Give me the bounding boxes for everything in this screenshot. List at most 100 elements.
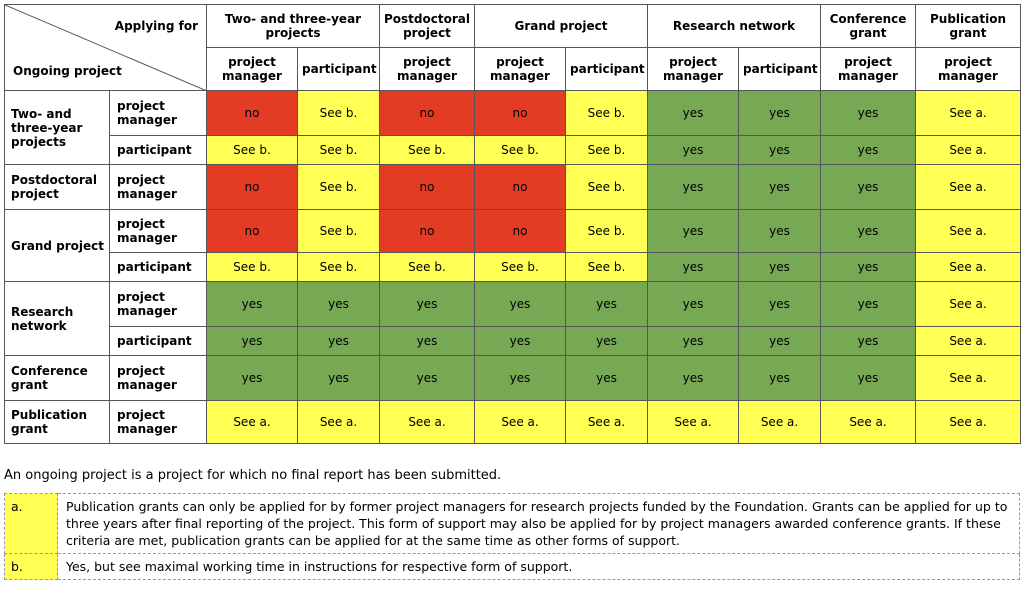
col-role-header: participant [297, 47, 380, 91]
col-role-header: participant [565, 47, 648, 91]
eligibility-cell: no [206, 90, 298, 136]
matrix-corner-cell: Applying for Ongoing project [4, 4, 207, 91]
eligibility-cell: yes [738, 355, 821, 401]
col-group-publication-grant: Publication grant [915, 4, 1021, 48]
eligibility-cell: yes [647, 90, 739, 136]
table-row: participant See b. See b. See b. See b. See b… [5, 135, 1021, 165]
row-role-label: participant [109, 135, 207, 165]
eligibility-cell: See a. [474, 400, 566, 444]
eligibility-cell: See a. [915, 209, 1021, 253]
eligibility-cell: See a. [206, 400, 298, 444]
col-role-header: project manager [379, 47, 475, 91]
footnotes-table: a. Publication grants can only be applie… [4, 493, 1020, 580]
eligibility-cell: yes [738, 135, 821, 165]
eligibility-cell: See b. [206, 252, 298, 282]
col-role-header: participant [738, 47, 821, 91]
eligibility-cell: See b. [297, 90, 380, 136]
col-group-research-network: Research network [647, 4, 821, 48]
eligibility-cell: yes [206, 355, 298, 401]
eligibility-cell: yes [820, 355, 916, 401]
eligibility-cell: See a. [915, 164, 1021, 210]
eligibility-cell: yes [297, 355, 380, 401]
row-role-label: project manager [109, 90, 207, 136]
eligibility-cell: no [474, 164, 566, 210]
eligibility-cell: yes [647, 281, 739, 327]
eligibility-cell: no [379, 90, 475, 136]
eligibility-cell: See a. [738, 400, 821, 444]
row-group-label: Postdoctoral project [4, 164, 110, 210]
ongoing-project-label: Ongoing project [13, 64, 122, 78]
eligibility-cell: yes [474, 326, 566, 356]
eligibility-cell: See b. [379, 252, 475, 282]
row-role-label: project manager [109, 164, 207, 210]
col-group-conference-grant: Conference grant [820, 4, 916, 48]
applying-for-label: Applying for [114, 19, 198, 33]
row-group-label: Conference grant [4, 355, 110, 401]
eligibility-cell: yes [738, 209, 821, 253]
eligibility-cell: See a. [915, 326, 1021, 356]
eligibility-cell: yes [297, 281, 380, 327]
table-row: Publication grant project manager See a. Se… [4, 400, 1021, 444]
eligibility-cell: yes [379, 355, 475, 401]
eligibility-cell: no [206, 209, 298, 253]
col-group-grand-project: Grand project [474, 4, 648, 48]
eligibility-cell: no [379, 209, 475, 253]
col-role-header: project manager [820, 47, 916, 91]
eligibility-cell: See b. [297, 252, 380, 282]
table-row: participant yes yes yes yes yes yes yes yes See a… [5, 326, 1021, 356]
eligibility-cell: yes [738, 164, 821, 210]
eligibility-matrix: Applying for Ongoing project Two- and th… [4, 4, 1021, 444]
eligibility-cell: yes [647, 326, 739, 356]
ongoing-project-definition: An ongoing project is a project for whic… [4, 468, 502, 483]
row-group-label: Grand project [4, 209, 110, 282]
col-role-header: project manager [474, 47, 566, 91]
eligibility-cell: See b. [297, 135, 380, 165]
eligibility-cell: no [474, 90, 566, 136]
row-group-label: Research network [4, 281, 110, 356]
col-role-header: project manager [206, 47, 298, 91]
table-row: Research network project manager yes yes yes… [4, 281, 1021, 356]
eligibility-cell: yes [820, 281, 916, 327]
eligibility-cell: yes [820, 326, 916, 356]
eligibility-cell: See b. [379, 135, 475, 165]
col-group-two-three-year: Two- and three-year projects [206, 4, 380, 48]
eligibility-cell: See b. [565, 252, 648, 282]
eligibility-cell: yes [820, 209, 916, 253]
col-role-header: project manager [915, 47, 1021, 91]
eligibility-cell: See a. [647, 400, 739, 444]
eligibility-cell: See b. [474, 252, 566, 282]
eligibility-cell: See b. [297, 209, 380, 253]
row-role-label: project manager [109, 281, 207, 327]
footnote-key: a. [4, 493, 58, 554]
eligibility-cell: yes [738, 90, 821, 136]
eligibility-cell: See b. [565, 209, 648, 253]
eligibility-cell: yes [647, 252, 739, 282]
row-group-label: Publication grant [4, 400, 110, 444]
eligibility-cell: yes [738, 281, 821, 327]
table-row: Two- and three-year projects project mana… [4, 90, 1021, 165]
eligibility-cell: yes [647, 355, 739, 401]
eligibility-cell: yes [379, 326, 475, 356]
eligibility-cell: yes [379, 281, 475, 327]
table-row: participant See b. See b. See b. See b. See b… [5, 252, 1021, 282]
row-role-label: participant [109, 252, 207, 282]
eligibility-cell: See b. [297, 164, 380, 210]
eligibility-cell: yes [565, 355, 648, 401]
eligibility-cell: no [474, 209, 566, 253]
eligibility-cell: yes [820, 252, 916, 282]
eligibility-cell: yes [738, 252, 821, 282]
eligibility-cell: yes [474, 281, 566, 327]
eligibility-cell: yes [474, 355, 566, 401]
col-role-header: project manager [647, 47, 739, 91]
eligibility-cell: yes [647, 209, 739, 253]
table-row: Conference grant project manager yes yes yes… [4, 355, 1021, 401]
eligibility-cell: See b. [565, 90, 648, 136]
eligibility-cell: See a. [915, 355, 1021, 401]
eligibility-cell: See a. [915, 90, 1021, 136]
footnote-key: b. [4, 553, 58, 580]
corner-diagonal-line [5, 5, 205, 90]
eligibility-cell: See a. [915, 252, 1021, 282]
eligibility-cell: See a. [915, 400, 1021, 444]
row-role-label: participant [109, 326, 207, 356]
eligibility-cell: yes [820, 135, 916, 165]
